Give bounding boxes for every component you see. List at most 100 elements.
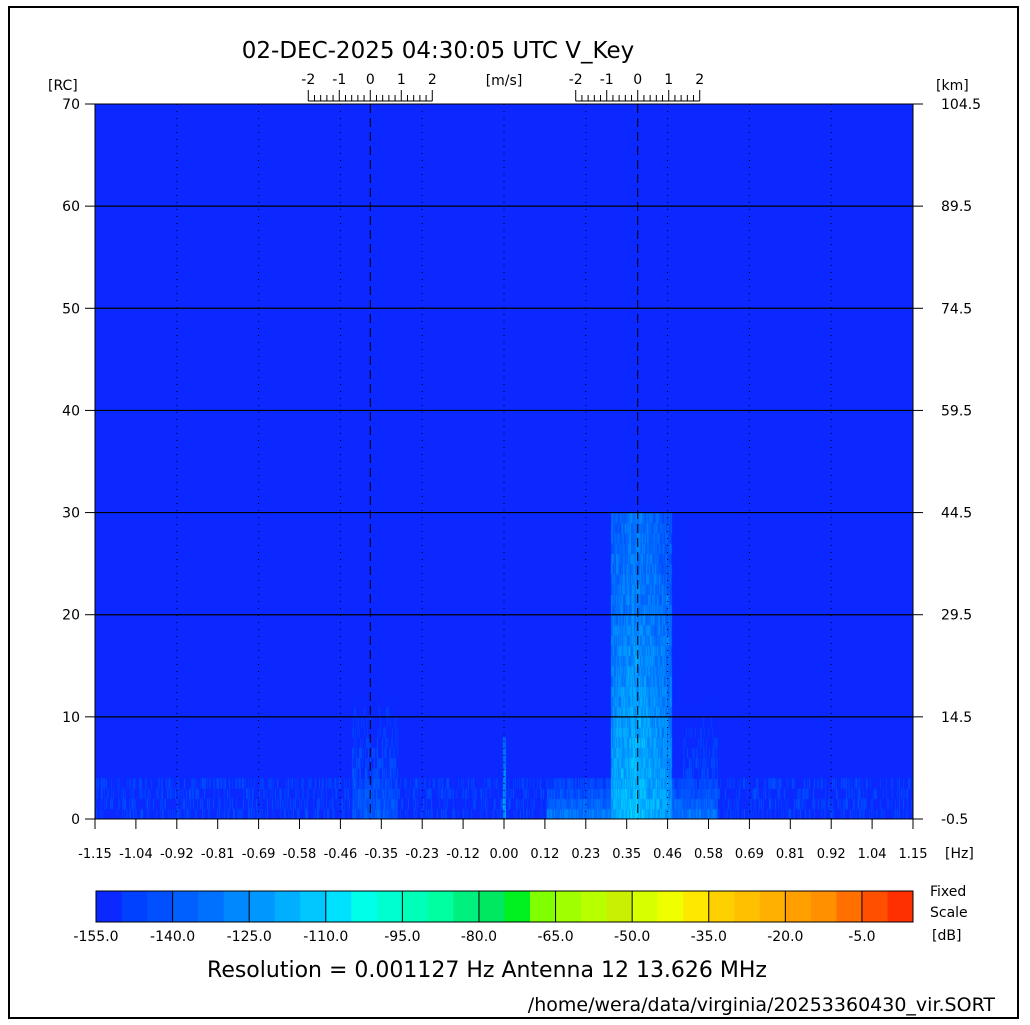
x-tick-label: -0.92 — [160, 847, 194, 862]
x-tick-label: -0.46 — [324, 847, 358, 862]
x-tick-label: 0.58 — [694, 847, 723, 862]
x-tick-label: 0.35 — [612, 847, 641, 862]
x-tick-label: -0.35 — [364, 847, 398, 862]
y-tick-label-left: 60 — [62, 199, 80, 215]
x-tick-label: 0.69 — [735, 847, 764, 862]
colorbar-tick-label: -110.0 — [303, 929, 348, 945]
x-tick-label: 0.92 — [817, 847, 846, 862]
figure-frame — [8, 6, 1019, 1019]
colorbar-segment — [887, 891, 914, 922]
colorbar-segment — [555, 891, 582, 922]
left-axis-label: [RC] — [48, 78, 78, 94]
x-tick-label: -0.12 — [446, 847, 480, 862]
x-tick-label: 1.04 — [858, 847, 887, 862]
x-axis-label: [Hz] — [945, 846, 974, 862]
velocity-tick-label: 2 — [695, 72, 704, 88]
colorbar-segment — [785, 891, 812, 922]
y-tick-label-right: 44.5 — [941, 506, 972, 522]
colorbar-tick-label: -65.0 — [537, 929, 573, 945]
colorbar-segment — [836, 891, 863, 922]
colorbar-segment — [504, 891, 531, 922]
colorbar-segment — [581, 891, 608, 922]
y-tick-label-right: 74.5 — [941, 301, 972, 317]
colorbar-tick-label: -20.0 — [767, 929, 803, 945]
file-path: /home/wera/data/virginia/20253360430_vir… — [528, 994, 996, 1016]
colorbar-tick-label: -5.0 — [848, 929, 875, 945]
colorbar-segment — [453, 891, 480, 922]
x-tick-label: 0.46 — [653, 847, 682, 862]
velocity-tick-label: 2 — [428, 72, 437, 88]
y-tick-label-left: 50 — [62, 301, 80, 317]
velocity-tick-label: -2 — [301, 72, 315, 88]
x-tick-label: -0.58 — [283, 847, 317, 862]
colorbar-segment — [632, 891, 659, 922]
colorbar-border — [95, 890, 914, 923]
colorbar-tick-label: -140.0 — [150, 929, 195, 945]
colorbar-tick-label: -95.0 — [384, 929, 420, 945]
y-tick-label-right: 14.5 — [941, 710, 972, 726]
velocity-tick-label: -2 — [569, 72, 583, 88]
colorbar-segment — [708, 891, 735, 922]
y-tick-label-right: 29.5 — [941, 608, 972, 624]
resolution-info: Resolution = 0.001127 Hz Antenna 12 13.6… — [207, 958, 767, 983]
velocity-tick-label: 0 — [366, 72, 375, 88]
x-tick-label: -0.69 — [242, 847, 276, 862]
y-tick-label-left: 30 — [62, 506, 80, 522]
chart-title: 02-DEC-2025 04:30:05 UTC V_Key — [242, 38, 634, 64]
plot-border — [94, 103, 914, 820]
colorbar-segment — [683, 891, 710, 922]
colorbar-segment — [172, 891, 199, 922]
y-tick-label-left: 20 — [62, 608, 80, 624]
x-tick-label: 1.15 — [899, 847, 928, 862]
colorbar-segment — [325, 891, 352, 922]
colorbar-segment — [351, 891, 378, 922]
colorbar-segment — [300, 891, 327, 922]
colorbar-segment — [759, 891, 786, 922]
x-tick-label: -0.23 — [405, 847, 439, 862]
colorbar-segment — [402, 891, 429, 922]
colorbar-label-scale: Scale — [930, 905, 968, 921]
top-axis-label: [m/s] — [486, 73, 523, 89]
colorbar-segment — [530, 891, 557, 922]
colorbar-segment — [657, 891, 684, 922]
x-tick-label: -1.04 — [119, 847, 153, 862]
colorbar-segment — [734, 891, 761, 922]
colorbar-tick-label: -80.0 — [461, 929, 497, 945]
x-tick-label: 0.23 — [571, 847, 600, 862]
x-tick-label: -1.15 — [78, 847, 112, 862]
y-tick-label-right: 104.5 — [941, 97, 981, 113]
colorbar-segment — [121, 891, 148, 922]
colorbar-segment — [376, 891, 403, 922]
y-tick-label-right: 89.5 — [941, 199, 972, 215]
colorbar-unit: [dB] — [932, 928, 961, 944]
colorbar-segment — [478, 891, 505, 922]
y-tick-label-left: 70 — [62, 97, 80, 113]
colorbar-segment — [274, 891, 301, 922]
colorbar-segment — [198, 891, 225, 922]
x-tick-label: 0.81 — [776, 847, 805, 862]
colorbar-tick-label: -155.0 — [73, 929, 118, 945]
colorbar-tick-label: -50.0 — [614, 929, 650, 945]
colorbar-segment — [96, 891, 123, 922]
velocity-tick-label: 0 — [633, 72, 642, 88]
colorbar-segment — [249, 891, 276, 922]
colorbar-segment — [861, 891, 888, 922]
velocity-tick-label: -1 — [332, 72, 346, 88]
velocity-tick-label: 1 — [664, 72, 673, 88]
colorbar-segment — [147, 891, 174, 922]
colorbar-tick-label: -125.0 — [227, 929, 272, 945]
x-tick-label: 0.12 — [530, 847, 559, 862]
y-tick-label-left: 40 — [62, 403, 80, 419]
colorbar-label-fixed: Fixed — [930, 884, 966, 900]
colorbar-segment — [427, 891, 454, 922]
velocity-tick-label: -1 — [600, 72, 614, 88]
colorbar-segment — [810, 891, 837, 922]
x-tick-label: 0.00 — [490, 847, 519, 862]
velocity-tick-label: 1 — [397, 72, 406, 88]
colorbar-segment — [223, 891, 250, 922]
x-tick-label: -0.81 — [201, 847, 235, 862]
y-tick-label-left: 0 — [71, 812, 80, 828]
y-tick-label-right: -0.5 — [941, 812, 968, 828]
y-tick-label-left: 10 — [62, 710, 80, 726]
